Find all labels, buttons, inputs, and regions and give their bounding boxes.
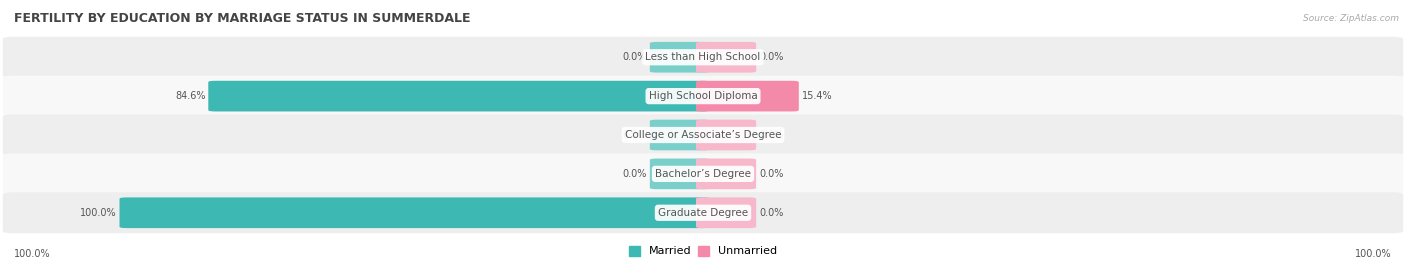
Text: FERTILITY BY EDUCATION BY MARRIAGE STATUS IN SUMMERDALE: FERTILITY BY EDUCATION BY MARRIAGE STATU…: [14, 12, 471, 25]
Text: Less than High School: Less than High School: [645, 52, 761, 62]
FancyBboxPatch shape: [3, 114, 1403, 156]
Text: 100.0%: 100.0%: [1355, 249, 1392, 259]
Text: 0.0%: 0.0%: [759, 208, 783, 218]
Text: 0.0%: 0.0%: [623, 52, 647, 62]
Text: College or Associate’s Degree: College or Associate’s Degree: [624, 130, 782, 140]
Text: Source: ZipAtlas.com: Source: ZipAtlas.com: [1303, 14, 1399, 23]
Text: 0.0%: 0.0%: [623, 169, 647, 179]
Text: 0.0%: 0.0%: [759, 169, 783, 179]
Text: 0.0%: 0.0%: [759, 130, 783, 140]
Text: 100.0%: 100.0%: [80, 208, 117, 218]
Legend: Married, Unmarried: Married, Unmarried: [628, 246, 778, 256]
FancyBboxPatch shape: [650, 42, 710, 73]
Text: High School Diploma: High School Diploma: [648, 91, 758, 101]
Text: Bachelor’s Degree: Bachelor’s Degree: [655, 169, 751, 179]
Text: 15.4%: 15.4%: [801, 91, 832, 101]
Text: Graduate Degree: Graduate Degree: [658, 208, 748, 218]
FancyBboxPatch shape: [650, 120, 710, 150]
FancyBboxPatch shape: [208, 81, 710, 112]
Text: 0.0%: 0.0%: [759, 52, 783, 62]
FancyBboxPatch shape: [696, 81, 799, 112]
FancyBboxPatch shape: [3, 153, 1403, 194]
Text: 100.0%: 100.0%: [14, 249, 51, 259]
FancyBboxPatch shape: [696, 42, 756, 73]
FancyBboxPatch shape: [120, 197, 710, 228]
Text: 84.6%: 84.6%: [174, 91, 205, 101]
FancyBboxPatch shape: [3, 37, 1403, 78]
FancyBboxPatch shape: [696, 120, 756, 150]
FancyBboxPatch shape: [3, 76, 1403, 117]
FancyBboxPatch shape: [696, 158, 756, 189]
FancyBboxPatch shape: [696, 197, 756, 228]
FancyBboxPatch shape: [650, 158, 710, 189]
Text: 0.0%: 0.0%: [623, 130, 647, 140]
FancyBboxPatch shape: [3, 192, 1403, 233]
